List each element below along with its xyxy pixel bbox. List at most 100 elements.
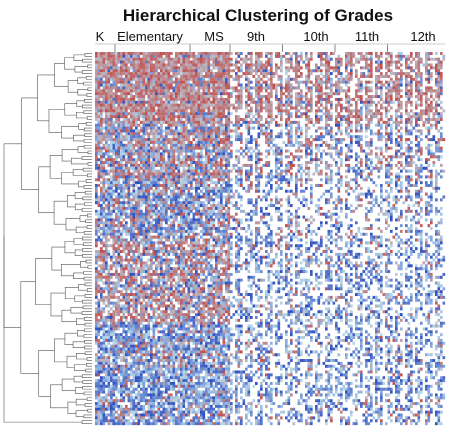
heatmap-cell — [105, 129, 108, 133]
heatmap-cell — [412, 183, 416, 187]
heatmap-cell — [162, 83, 166, 87]
heatmap-cell — [182, 112, 186, 116]
heatmap-cell — [162, 109, 166, 113]
heatmap-cell — [217, 140, 221, 144]
heatmap-cell — [190, 132, 193, 136]
heatmap-cell — [285, 69, 288, 73]
heatmap-cell — [197, 155, 201, 159]
heatmap-cell — [290, 54, 293, 58]
heatmap-cell — [247, 149, 251, 153]
heatmap-cell — [145, 158, 148, 162]
heatmap-cell — [202, 66, 206, 70]
heatmap-cell — [357, 115, 361, 119]
heatmap-cell — [415, 181, 418, 185]
heatmap-cell — [165, 146, 168, 150]
heatmap-cell — [440, 63, 443, 67]
heatmap-cell — [160, 109, 163, 113]
heatmap-cell — [310, 103, 313, 107]
heatmap-cell — [170, 158, 173, 162]
heatmap-cell — [320, 60, 323, 64]
heatmap-cell — [157, 163, 161, 167]
heatmap-cell — [290, 95, 293, 99]
heatmap-cell — [215, 83, 218, 87]
heatmap-cell — [270, 120, 273, 124]
heatmap-cell — [180, 106, 183, 110]
heatmap-cell — [197, 66, 201, 70]
heatmap-cell — [212, 86, 216, 90]
heatmap-cell — [365, 60, 368, 64]
heatmap-cell — [202, 192, 206, 196]
heatmap-cell — [240, 138, 243, 142]
heatmap-cell — [387, 100, 391, 104]
heatmap-cell — [205, 158, 208, 162]
heatmap-cell — [330, 83, 333, 87]
heatmap-cell — [105, 146, 108, 150]
heatmap-cell — [232, 69, 236, 73]
heatmap-cell — [405, 92, 408, 96]
heatmap-cell — [205, 83, 208, 87]
heatmap-cell — [137, 155, 141, 159]
heatmap-cell — [295, 155, 298, 159]
heatmap-cell — [350, 143, 353, 147]
heatmap-cell — [192, 135, 196, 139]
heatmap-cell — [157, 92, 161, 96]
heatmap-cell — [322, 57, 326, 61]
heatmap-cell — [110, 69, 113, 73]
heatmap-cell — [442, 169, 446, 173]
heatmap-cell — [105, 178, 108, 182]
heatmap-cell — [150, 74, 153, 78]
heatmap-cell — [165, 186, 168, 190]
heatmap-cell — [195, 135, 198, 139]
heatmap-cell — [135, 158, 138, 162]
heatmap-cell — [335, 163, 338, 167]
heatmap-cell — [280, 95, 283, 99]
heatmap-cell — [100, 140, 103, 144]
heatmap-cell — [257, 120, 261, 124]
heatmap-cell — [95, 112, 98, 116]
dendrogram-branch — [81, 420, 92, 424]
heatmap-cell — [362, 66, 366, 70]
heatmap-cell — [335, 74, 338, 78]
heatmap-cell — [172, 74, 176, 78]
heatmap-cell — [315, 86, 318, 90]
heatmap-cell — [200, 83, 203, 87]
heatmap-cell — [227, 186, 231, 190]
heatmap-cell — [397, 89, 401, 93]
heatmap-cell — [265, 140, 268, 144]
heatmap-cell — [235, 132, 238, 136]
heatmap-cell — [375, 103, 378, 107]
heatmap-cell — [385, 60, 388, 64]
heatmap-cell — [410, 52, 413, 56]
heatmap-cell — [167, 66, 171, 70]
heatmap-cell — [197, 89, 201, 93]
heatmap-cell — [135, 149, 138, 153]
heatmap-cell — [385, 163, 388, 167]
heatmap-cell — [222, 112, 226, 116]
heatmap-cell — [395, 89, 398, 93]
heatmap-cell — [225, 126, 228, 130]
heatmap-cell — [102, 183, 106, 187]
heatmap-cell — [217, 80, 221, 84]
heatmap-cell — [215, 152, 218, 156]
heatmap-cell — [155, 126, 158, 130]
heatmap-cell — [162, 149, 166, 153]
heatmap-cell — [222, 57, 226, 61]
heatmap-cell — [320, 63, 323, 67]
heatmap-cell — [207, 143, 211, 147]
heatmap-cell — [212, 117, 216, 122]
heatmap-cell — [422, 120, 426, 124]
heatmap-cell — [197, 74, 201, 78]
heatmap-cell — [95, 69, 98, 73]
heatmap-cell — [262, 72, 266, 76]
heatmap-cell — [355, 135, 358, 139]
heatmap-cell — [310, 192, 313, 196]
heatmap-cell — [320, 100, 323, 104]
heatmap-cell — [292, 163, 296, 167]
heatmap-cell — [425, 52, 428, 56]
heatmap-cell — [110, 77, 113, 81]
heatmap-cell — [227, 74, 231, 78]
heatmap-cell — [260, 77, 263, 81]
heatmap-cell — [305, 92, 308, 96]
heatmap-cell — [277, 83, 281, 87]
heatmap-cell — [432, 123, 436, 127]
